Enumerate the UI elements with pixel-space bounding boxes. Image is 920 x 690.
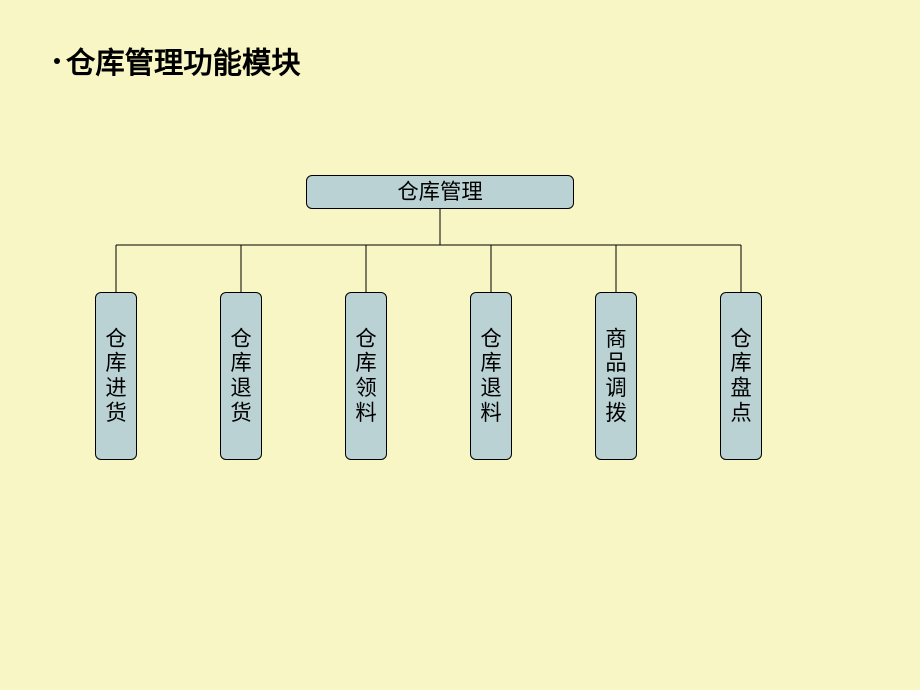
- tree-child-node: 仓库退料: [470, 292, 512, 460]
- slide-title-row: 仓库管理功能模块: [54, 40, 301, 82]
- tree-child-label: 仓库进货: [105, 327, 126, 425]
- tree-child-label: 商品调拨: [605, 327, 626, 425]
- bullet-icon: [54, 58, 60, 64]
- tree-child-label: 仓库退货: [230, 327, 251, 425]
- tree-child-node: 仓库领料: [345, 292, 387, 460]
- slide-title: 仓库管理功能模块: [66, 40, 301, 82]
- tree-root-node: 仓库管理: [306, 175, 574, 209]
- tree-root-label: 仓库管理: [397, 180, 482, 205]
- tree-child-label: 仓库退料: [480, 327, 501, 425]
- tree-child-label: 仓库盘点: [730, 327, 751, 425]
- tree-child-label: 仓库领料: [355, 327, 376, 425]
- tree-child-node: 仓库退货: [220, 292, 262, 460]
- tree-child-node: 商品调拨: [595, 292, 637, 460]
- tree-child-node: 仓库盘点: [720, 292, 762, 460]
- tree-child-node: 仓库进货: [95, 292, 137, 460]
- tree-connectors: [0, 0, 920, 690]
